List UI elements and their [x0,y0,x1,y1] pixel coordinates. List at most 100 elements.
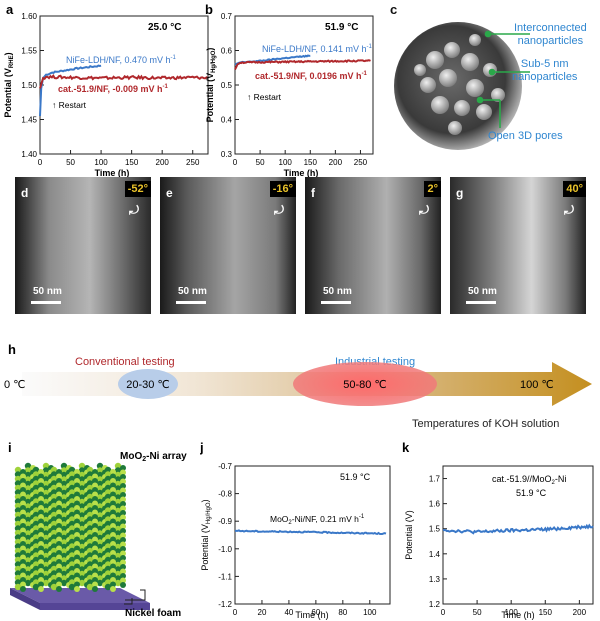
pillar-bead [114,561,122,569]
pillar-bead [92,500,98,507]
pillar-bead [60,552,68,560]
pillar-bead [92,541,98,547]
pillar-bead [110,563,116,570]
pillar-bead [32,502,40,510]
pillar-bead [24,512,32,519]
pillar-bead [110,469,116,475]
pillar-bead [92,469,98,475]
pillar-bead [74,532,80,538]
pillar-bead [50,480,58,487]
pillar-bead [104,507,112,514]
pillar-bead [68,547,76,555]
pillar-bead [42,516,50,524]
y-ticks-j: -1.2 -1.1 -1.0 -0.9 -0.8 -0.7 [218,462,239,609]
pillar-bead [92,577,98,583]
pillar-bead [42,507,50,515]
pillar-bead [60,530,68,537]
pillar-bead [50,574,58,582]
restart-label-b: ↑ Restart [247,92,282,102]
pillar-bead [20,523,26,529]
pillar-bead [50,466,58,474]
pillar-bead [38,496,44,502]
pillar-bead [50,579,58,586]
pillar-bead [38,586,44,592]
pillar-bead [114,557,122,564]
pillar-bead [14,561,22,568]
pillar-bead [74,496,80,502]
y-tick-label: 1.45 [21,116,37,125]
legend-k: cat.-51.9//MoO2-Ni [492,474,566,486]
pillar-bead [78,485,86,492]
pillar-bead [32,480,40,487]
pillar-bead [38,545,44,552]
pillar-bead [50,556,58,564]
pillar-bead [96,462,104,470]
pillar-bead [86,507,94,514]
pillar-bead [86,520,94,528]
pillar-bead [24,570,32,578]
pillar-bead [20,554,26,561]
pillar-bead [38,514,44,520]
pillar-bead [120,546,126,552]
pillar-bead [92,545,98,552]
pillar-bead [92,532,98,538]
pillar-bead [96,557,104,564]
pillar-bead [38,509,44,516]
pillar-bead [120,568,126,575]
pillar-bead [68,552,76,559]
pillar-bead [42,480,50,488]
pillar-bead [32,579,40,586]
x-tick-label: 80 [338,608,347,617]
pillar-bead [92,536,98,543]
pillar-bead [24,471,32,479]
pillar-bead [32,498,40,505]
pillar-bead [120,523,126,530]
pillar-bead [92,505,98,511]
pillar-bead [114,579,122,587]
pillar-bead [42,557,50,564]
pillar-bead [14,565,22,573]
pillar-bead [60,516,68,524]
pillar-bead [38,568,44,574]
pillar-bead [78,462,86,470]
pillar-bead [86,565,94,573]
pillar-bead [50,475,58,483]
pillar-bead [68,534,76,541]
pillar-bead [114,539,122,546]
x-axis-label-j: Time (h) [295,610,328,620]
pillar-bead [104,547,112,555]
pillar-bead [104,543,112,550]
pillar-bead [32,543,40,550]
pillar-bead [68,556,76,564]
pillar-bead [92,514,98,520]
pillar-bead [20,500,26,507]
pillar-bead [56,536,62,543]
conventional-testing-label: Conventional testing [75,356,175,368]
pillar-bead [24,557,32,564]
pillar-bead [60,471,68,479]
pillar-bead [42,485,50,492]
y-tick-label: 1.40 [21,150,37,159]
pillar-bead [50,511,58,519]
pillar-bead [42,521,50,528]
pillar-bead [86,471,94,478]
pillar-bead [68,538,76,546]
x-tick-label: 150 [125,158,139,167]
pillar-bead [104,525,112,532]
pillar-bead [24,525,32,533]
pillar-bead [86,493,94,501]
pillar-bead [38,541,44,547]
pillar-bead [96,521,104,528]
pillar-bead [110,491,116,498]
y-tick-label: 0.3 [221,150,233,159]
series-lines-k [442,523,594,535]
temp-0: 0 ℃ [4,379,26,391]
pillar-bead [92,518,98,525]
pillar-bead [60,566,68,573]
pillar-bead [56,487,62,493]
pillar-bead [42,579,50,587]
y-tick-label: -0.9 [218,517,232,526]
pillar-bead [56,505,62,511]
pillar-bead [104,520,112,528]
pillar-bead [50,552,58,559]
